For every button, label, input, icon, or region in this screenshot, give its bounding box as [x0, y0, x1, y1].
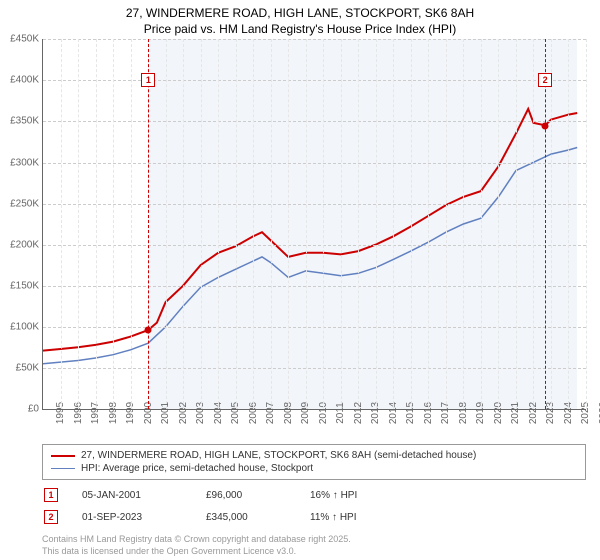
x-gridline	[411, 39, 412, 409]
y-gridline	[43, 245, 586, 246]
x-gridline	[96, 39, 97, 409]
y-gridline	[43, 163, 586, 164]
x-gridline	[376, 39, 377, 409]
sale-number-box: 1	[44, 488, 58, 502]
legend-label: 27, WINDERMERE ROAD, HIGH LANE, STOCKPOR…	[81, 450, 476, 461]
y-gridline	[43, 327, 586, 328]
y-tick-label: £300K	[10, 157, 39, 168]
marker-vline	[148, 39, 149, 409]
title-line1: 27, WINDERMERE ROAD, HIGH LANE, STOCKPOR…	[126, 6, 474, 20]
legend-box: 27, WINDERMERE ROAD, HIGH LANE, STOCKPOR…	[42, 444, 586, 480]
series-line-address	[43, 109, 577, 351]
plot-area: £0£50K£100K£150K£200K£250K£300K£350K£400…	[42, 39, 586, 410]
x-gridline	[131, 39, 132, 409]
chart-container: 27, WINDERMERE ROAD, HIGH LANE, STOCKPOR…	[0, 0, 600, 558]
y-tick-label: £0	[28, 404, 39, 415]
x-gridline	[253, 39, 254, 409]
marker-vline	[545, 39, 546, 409]
sale-hpi: 11% ↑ HPI	[310, 512, 357, 523]
x-gridline	[446, 39, 447, 409]
chart-lines	[43, 39, 586, 409]
sale-price: £96,000	[206, 490, 286, 501]
x-gridline	[533, 39, 534, 409]
y-gridline	[43, 121, 586, 122]
x-gridline	[551, 39, 552, 409]
x-gridline	[201, 39, 202, 409]
sale-number-box: 2	[44, 510, 58, 524]
footer-line2: This data is licensed under the Open Gov…	[42, 546, 296, 556]
x-gridline	[61, 39, 62, 409]
x-gridline	[236, 39, 237, 409]
legend-row: 27, WINDERMERE ROAD, HIGH LANE, STOCKPOR…	[51, 449, 577, 462]
title-line2: Price paid vs. HM Land Registry's House …	[144, 22, 456, 36]
y-gridline	[43, 204, 586, 205]
sale-row: 2 01-SEP-2023 £345,000 11% ↑ HPI	[42, 510, 586, 524]
marker-label-box: 1	[141, 73, 155, 87]
y-gridline	[43, 39, 586, 40]
y-tick-label: £350K	[10, 116, 39, 127]
y-tick-label: £150K	[10, 280, 39, 291]
x-gridline	[586, 39, 587, 409]
y-gridline	[43, 80, 586, 81]
marker-dot	[145, 327, 152, 334]
x-gridline	[323, 39, 324, 409]
footer-line1: Contains HM Land Registry data © Crown c…	[42, 534, 351, 544]
sales-table: 1 05-JAN-2001 £96,000 16% ↑ HPI 2 01-SEP-2023…	[42, 488, 586, 524]
sale-date: 05-JAN-2001	[82, 490, 182, 501]
x-gridline	[306, 39, 307, 409]
x-gridline	[358, 39, 359, 409]
sale-hpi: 16% ↑ HPI	[310, 490, 357, 501]
x-gridline	[271, 39, 272, 409]
x-gridline	[78, 39, 79, 409]
marker-label-box: 2	[538, 73, 552, 87]
y-tick-label: £400K	[10, 75, 39, 86]
x-gridline	[428, 39, 429, 409]
x-gridline	[481, 39, 482, 409]
x-gridline	[218, 39, 219, 409]
x-gridline	[516, 39, 517, 409]
x-gridline	[498, 39, 499, 409]
y-tick-label: £450K	[10, 34, 39, 45]
legend-swatch	[51, 468, 75, 469]
sale-price: £345,000	[206, 512, 286, 523]
x-gridline	[288, 39, 289, 409]
x-gridline	[463, 39, 464, 409]
x-gridline	[183, 39, 184, 409]
y-gridline	[43, 286, 586, 287]
legend-swatch	[51, 455, 75, 457]
x-gridline	[341, 39, 342, 409]
chart-title: 27, WINDERMERE ROAD, HIGH LANE, STOCKPOR…	[0, 0, 600, 39]
x-gridline	[568, 39, 569, 409]
sale-row: 1 05-JAN-2001 £96,000 16% ↑ HPI	[42, 488, 586, 502]
x-gridline	[166, 39, 167, 409]
x-gridline	[113, 39, 114, 409]
x-tick-label: 2026	[586, 402, 600, 424]
y-tick-label: £250K	[10, 198, 39, 209]
y-gridline	[43, 368, 586, 369]
y-tick-label: £200K	[10, 239, 39, 250]
marker-dot	[542, 122, 549, 129]
below-chart: 27, WINDERMERE ROAD, HIGH LANE, STOCKPOR…	[42, 444, 586, 557]
y-tick-label: £50K	[16, 363, 39, 374]
y-tick-label: £100K	[10, 321, 39, 332]
sale-date: 01-SEP-2023	[82, 512, 182, 523]
footer: Contains HM Land Registry data © Crown c…	[42, 534, 586, 557]
x-gridline	[393, 39, 394, 409]
series-line-hpi	[43, 148, 577, 364]
legend-label: HPI: Average price, semi-detached house,…	[81, 463, 313, 474]
legend-row: HPI: Average price, semi-detached house,…	[51, 462, 577, 475]
